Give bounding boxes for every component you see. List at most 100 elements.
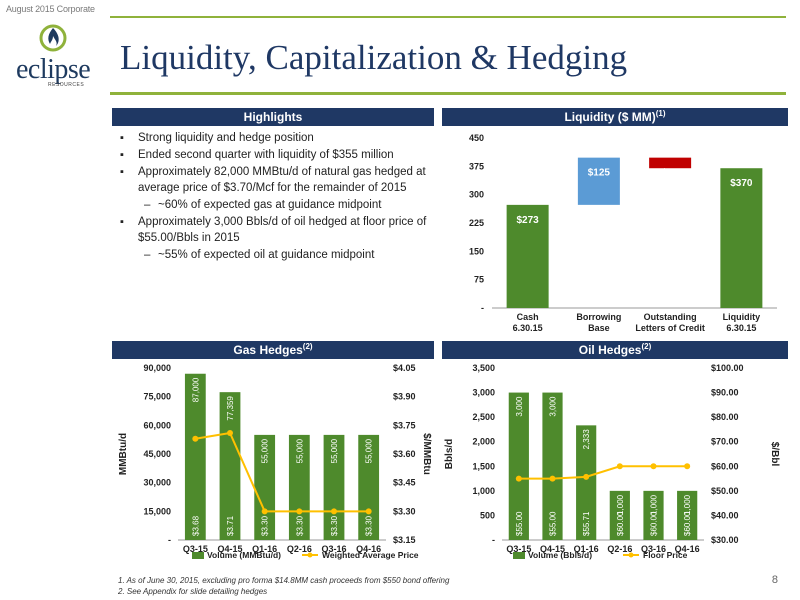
price-label: $55.00 [549,511,558,536]
volume-label: 77,359 [226,396,235,421]
price-marker [296,508,303,515]
volume-bar [219,392,241,540]
y-tick-label: 3,000 [472,388,495,398]
y2-tick-label: $4.05 [393,363,416,373]
bar-value-label: $125 [588,168,611,179]
price-label: $3.30 [365,515,374,536]
y2-tick-label: $30.00 [711,535,739,545]
x-tick-label: Q4-15 [217,544,242,554]
y-tick-label: 75,000 [143,392,171,402]
volume-label: 2,333 [582,429,591,450]
price-label: $60.00 [683,511,692,536]
legend-price-marker [628,552,634,558]
flame-icon [39,24,67,52]
title-underline [110,92,786,95]
price-marker [331,508,337,515]
y-tick-label: 3,500 [472,363,495,373]
price-line [518,465,688,480]
x-tick-label: Q1-16 [574,544,599,554]
y2-tick-label: $50.00 [711,486,739,496]
x-tick-label: Base [588,323,610,333]
footnotes: 1. As of June 30, 2015, excluding pro fo… [118,575,449,597]
price-label: $60.00 [616,511,625,536]
waterfall-bar [577,157,620,205]
y2-tick-label: $3.45 [393,478,416,488]
price-marker [261,508,268,515]
price-label: $3.68 [191,515,200,536]
volume-bar [609,490,630,540]
x-tick-label: Q3-15 [183,544,208,554]
volume-bar [576,425,597,540]
price-marker [616,463,623,470]
oil-footnote-ref: (2) [641,342,652,351]
price-marker [583,473,590,480]
volume-bar [542,392,563,540]
liquidity-footnote-ref: (1) [655,109,666,118]
x-tick-label: Outstanding [644,312,697,322]
y2-tick-label: $3.30 [393,506,416,516]
y-tick-label: 2,500 [472,412,495,422]
volume-label: 1,000 [616,494,625,515]
price-marker [515,475,522,482]
price-marker [549,475,556,482]
y-tick-label: 300 [469,190,484,200]
logo-subtext: RESOURCES [48,82,85,88]
price-label: $3.30 [330,515,339,536]
volume-label: 55,000 [365,438,374,463]
x-tick-label: Cash [517,312,539,322]
price-label: $3.30 [261,515,270,536]
volume-label: 1,000 [683,494,692,515]
x-tick-label: Q1-16 [252,544,277,554]
y2-tick-label: $70.00 [711,437,739,447]
price-label: $55.00 [515,511,524,536]
gas-hedges-title: Gas Hedges [233,343,303,357]
price-label: $3.30 [295,515,304,536]
y2-tick-label: $80.00 [711,412,739,422]
y-tick-label: - [481,303,484,313]
price-marker [227,429,233,436]
legend-price-label: Weighted Average Price [322,550,419,560]
bar-value-label: $370 [730,178,753,189]
y-tick-label: 500 [480,510,495,520]
highlight-item: Approximately 82,000 MMBtu/d of natural … [118,164,438,196]
y2-tick-label: $3.75 [393,420,416,430]
page-number: 8 [771,574,778,586]
x-tick-label: Borrowing [576,312,621,322]
price-marker [192,435,199,442]
y-tick-label: 375 [469,161,484,171]
volume-label: 3,000 [515,396,524,417]
highlights-list: Strong liquidity and hedge position Ende… [118,130,438,264]
y2-tick-label: $3.15 [393,535,416,545]
volume-label: 55,000 [330,438,339,463]
x-tick-label: Q3-16 [321,544,346,554]
y-tick-label: 2,000 [472,437,495,447]
gas-hedges-chart: - 15,000 30,000 45,000 60,000 75,000 90,000 $3.… [118,363,432,560]
legend-volume-swatch [513,552,525,559]
waterfall-bar [720,168,763,308]
x-tick-label: Q2-16 [607,544,632,554]
x-tick-label: Q2-16 [287,544,312,554]
x-tick-label: Q4-15 [540,544,565,554]
legend-price-marker [307,552,313,558]
footnote-1: 1. As of June 30, 2015, excluding pro fo… [118,576,450,585]
highlights-title: Highlights [243,110,303,124]
legend-price-label: Floor Price [643,550,688,560]
highlight-item: Strong liquidity and hedge position [118,130,438,146]
gas-footnote-ref: (2) [302,342,313,351]
y2-tick-label: $3.60 [393,449,416,459]
y-tick-label: 45,000 [143,449,171,459]
price-marker [650,463,657,470]
x-tick-label: 6.30.15 [726,323,756,333]
y-tick-label: 90,000 [143,363,171,373]
price-label: $60.00 [650,511,659,536]
y-tick-label: - [492,535,495,545]
y-axis-label: MMBtu/d [118,433,129,475]
volume-label: 55,000 [261,438,270,463]
highlight-item: Approximately 3,000 Bbls/d of oil hedged… [118,214,438,246]
highlight-subitem: ~55% of expected oil at guidance midpoin… [118,247,438,263]
y-tick-label: 1,000 [472,486,495,496]
y2-tick-label: $90.00 [711,388,739,398]
volume-bar [288,434,310,540]
oil-hedges-chart: - 500 1,000 1,500 2,000 2,500 3,000 3,500 $30.00… [444,363,780,560]
volume-bar [184,373,206,540]
